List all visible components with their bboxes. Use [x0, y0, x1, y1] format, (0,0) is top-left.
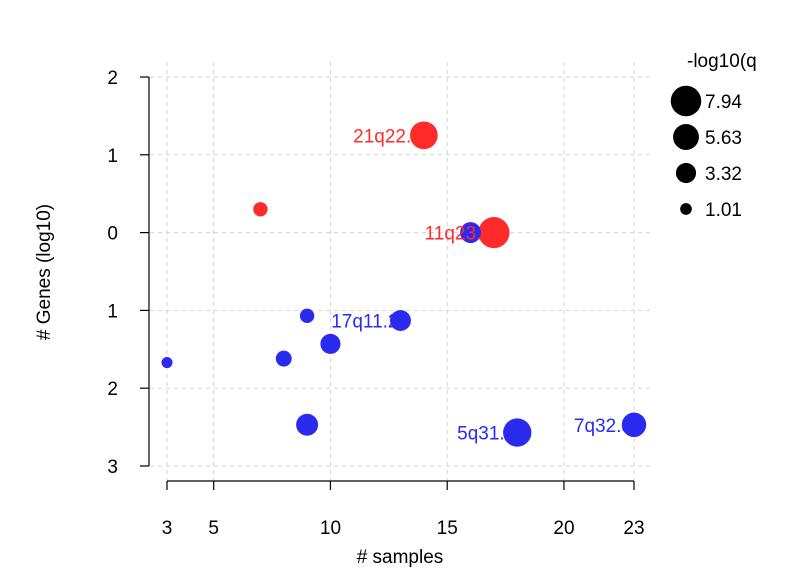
point-label: 7q32.3 [574, 416, 632, 437]
legend-size-swatch [673, 124, 699, 150]
data-point-deletion [503, 418, 532, 447]
x-tick-label: 23 [623, 518, 644, 539]
data-point-deletion [621, 412, 647, 437]
data-point-deletion [275, 350, 292, 367]
x-tick-label: 15 [437, 518, 458, 539]
x-tick-label: 20 [553, 518, 574, 539]
point-label: 17q11.2 [331, 312, 398, 333]
data-point-amplification [253, 202, 268, 217]
data-point-amplification [478, 217, 510, 249]
legend-title: -log10(q [687, 51, 757, 72]
data-point-deletion [390, 310, 411, 331]
legend-size-swatch [680, 203, 692, 215]
y-tick-label: 0 [107, 224, 118, 245]
x-tick-label: 10 [320, 518, 341, 539]
size-legend: -log10(q 7.94 5.63 3.32 1.01 [670, 51, 757, 221]
legend-size-label: 1.01 [705, 200, 742, 221]
x-tick-label: 3 [162, 518, 173, 539]
point-label: 5q31.2 [457, 424, 515, 445]
y-tick-label: 2 [107, 379, 118, 400]
data-point-deletion [299, 308, 315, 324]
data-point-deletion [460, 222, 482, 244]
point-label: 11q23.3 [425, 224, 492, 245]
data-point-deletion [296, 413, 319, 436]
data-point-deletion [161, 356, 173, 369]
x-axis-title: # samples [357, 547, 444, 568]
point-label: 21q22.2 [353, 126, 422, 147]
y-tick-label: 3 [107, 457, 118, 478]
y-tick-label: 1 [107, 146, 118, 167]
axes [148, 77, 634, 482]
legend-size-label: 5.63 [705, 128, 742, 149]
data-point-deletion [320, 333, 341, 354]
x-tick-label: 5 [208, 518, 219, 539]
y-axis-title: # Genes (log10) [34, 204, 55, 340]
point-labels: 21q22.2 11q23.3 17q11.2 5q31.2 7q32.3 [331, 126, 632, 444]
legend-size-swatch [675, 162, 697, 184]
data-point-amplification [409, 121, 438, 150]
y-tick-label: 1 [107, 301, 118, 322]
data-points [161, 121, 647, 447]
legend-size-swatch [670, 85, 702, 117]
legend-size-label: 3.32 [705, 164, 742, 185]
y-tick-label: 2 [107, 68, 118, 89]
legend-size-label: 7.94 [705, 92, 742, 113]
